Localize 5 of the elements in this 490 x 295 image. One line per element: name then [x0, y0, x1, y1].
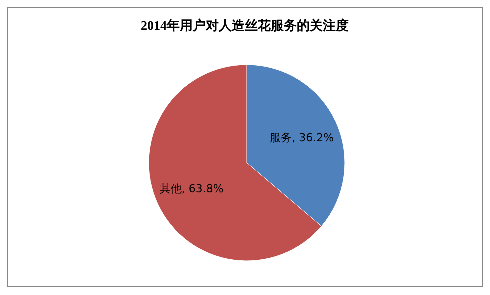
data-label: , 36.2% [292, 131, 334, 144]
data-label: , 63.8% [182, 182, 224, 196]
chart-title: 2014年用户对人造丝花服务的关注度 [141, 18, 349, 33]
slice-label: 服务 [270, 131, 292, 144]
slice-label: 其他 [160, 182, 182, 196]
